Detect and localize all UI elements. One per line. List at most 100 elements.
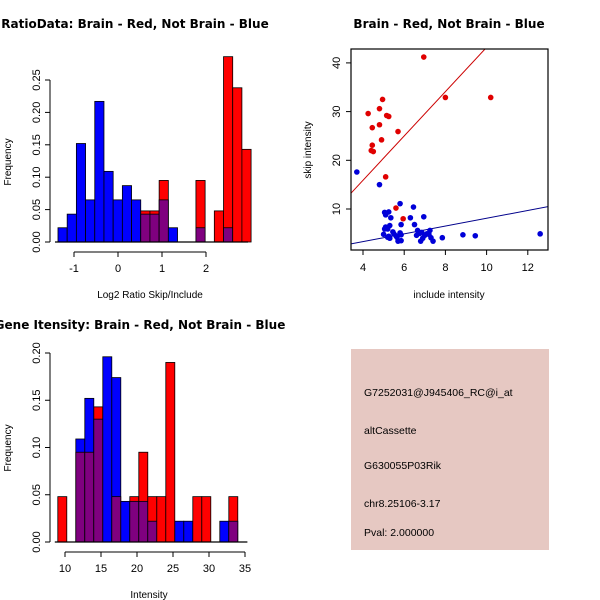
brain-point: [487, 94, 494, 101]
not-brain-point: [397, 200, 403, 207]
brain-point: [379, 96, 386, 103]
not-brain-point: [416, 230, 423, 237]
not-brain-point: [380, 231, 387, 238]
ratio-hist-bar-overlap: [195, 227, 206, 243]
not-brain-point: [384, 226, 391, 232]
ratio-histogram-ylabel: Frequency: [3, 138, 14, 185]
intensity-hist-bar-red: [156, 496, 167, 543]
ratio-hist-y-tick-label: 0.15: [31, 134, 43, 155]
ratio-hist-bar-red: [241, 148, 252, 243]
probe-id-text: G7252031@J945406_RC@i_at: [364, 387, 513, 399]
ratio-histogram-bars: [57, 56, 252, 243]
scatter-y-tick-label: 20: [331, 154, 343, 166]
ratio-hist-bar-blue: [94, 100, 105, 243]
intensity-hist-y-tick-label: 0.00: [31, 531, 43, 552]
brain-fit-line: [351, 49, 486, 194]
intensity-hist-bar-blue: [102, 356, 113, 543]
intensity-histogram-ylabel: Frequency: [3, 424, 14, 471]
intensity-hist-bar-blue: [120, 500, 131, 543]
scatter-x-tick-label: 12: [522, 262, 534, 274]
not-brain-point: [407, 214, 414, 221]
not-brain-point: [398, 221, 404, 228]
intensity-hist-bar-overlap: [111, 496, 122, 543]
intensity-hist-x-tick-label: 15: [95, 563, 107, 575]
not-brain-point: [398, 237, 404, 244]
brain-point: [369, 124, 376, 131]
not-brain-point: [460, 232, 466, 238]
scatter-y-tick-label: 40: [331, 57, 343, 69]
not-brain-point: [420, 213, 427, 220]
pval-text: Pval: 2.000000: [364, 527, 434, 539]
brain-point: [370, 148, 377, 155]
intensity-hist-x-tick-label: 10: [59, 563, 71, 575]
brain-point: [385, 113, 392, 120]
ratio-hist-bar-red: [223, 56, 234, 243]
intensity-hist-bar-overlap: [129, 500, 140, 543]
intensity-histogram-bars: [57, 356, 239, 543]
ratio-histogram-axes: 0.00 0.05 0.10 0.15 0.20 0.25 -1 0 1 2: [31, 69, 248, 275]
not-brain-point: [398, 232, 404, 238]
ratio-hist-bar-overlap: [158, 199, 169, 243]
intensity-hist-x-tick-label: 20: [131, 563, 143, 575]
ratio-histogram-panel: RatioData: Brain - Red, Not Brain - Blue…: [1, 17, 268, 301]
ratio-hist-bar-blue: [112, 199, 123, 243]
intensity-hist-bar-overlap: [147, 520, 158, 543]
intensity-hist-y-tick-label: 0.20: [31, 342, 43, 363]
not-brain-point: [385, 233, 392, 240]
ratio-hist-x-tick-label: 2: [203, 263, 209, 275]
ratio-hist-bar-overlap: [149, 213, 160, 243]
brain-point: [378, 137, 385, 143]
ratio-hist-y-tick-label: 0.25: [31, 69, 43, 90]
ratio-hist-y-tick-label: 0.10: [31, 166, 43, 187]
gene-name-text: G630055P03Rik: [364, 460, 442, 472]
intensity-hist-y-tick-label: 0.15: [31, 390, 43, 411]
brain-point: [400, 215, 406, 222]
not-brain-point: [537, 231, 543, 237]
intensity-hist-bar-blue: [219, 520, 230, 543]
location-text: chr8.25106-3.17: [364, 498, 441, 510]
info-panel: G7252031@J945406_RC@i_at altCassette G63…: [351, 349, 549, 550]
ratio-hist-bar-overlap: [140, 213, 151, 243]
intensity-histogram-axes: 0.00 0.05 0.10 0.15 0.20 10 15 20 25 30 35: [31, 342, 251, 575]
not-brain-point: [439, 234, 446, 241]
ratio-hist-y-tick-label: 0.20: [31, 102, 43, 123]
ratio-hist-bar-blue: [121, 185, 132, 243]
ratio-hist-x-tick-label: -1: [69, 263, 79, 275]
brain-point: [376, 105, 383, 112]
intensity-hist-bar-red: [57, 496, 68, 543]
intensity-hist-bar-blue: [174, 520, 185, 543]
intensity-hist-bar-overlap: [84, 451, 95, 543]
event-type-text: altCassette: [364, 425, 417, 437]
scatter-x-tick-label: 10: [480, 262, 492, 274]
brain-point: [382, 174, 389, 180]
not-brain-point: [410, 204, 417, 210]
ratio-hist-bar-blue: [57, 227, 68, 243]
intensity-hist-x-tick-label: 35: [239, 563, 251, 575]
scatter-x-tick-label: 8: [442, 262, 448, 274]
not-brain-point: [472, 232, 479, 239]
ratio-hist-bar-red: [232, 87, 243, 243]
not-brain-point: [376, 181, 383, 188]
intensity-hist-bar-overlap: [93, 418, 104, 543]
scatter-x-tick-label: 6: [401, 262, 407, 274]
intensity-hist-bar-overlap: [75, 451, 86, 543]
intensity-hist-x-tick-label: 30: [203, 563, 215, 575]
scatter-data-layer: [351, 49, 548, 245]
intensity-hist-bar-overlap: [228, 520, 239, 543]
brain-point: [369, 142, 376, 149]
ratio-hist-bar-blue: [75, 143, 86, 243]
ratio-hist-bar-red: [213, 210, 224, 243]
intensity-hist-bar-red: [192, 496, 203, 543]
intensity-hist-bar-red: [165, 362, 176, 543]
scatter-y-tick-label: 30: [331, 105, 343, 117]
intensity-hist-y-tick-label: 0.05: [31, 484, 43, 505]
ratio-hist-x-tick-label: 0: [115, 263, 121, 275]
intensity-histogram-title: Gene Itensity: Brain - Red, Not Brain - …: [0, 318, 285, 332]
brain-point: [365, 110, 371, 117]
ratio-histogram-title: RatioData: Brain - Red, Not Brain - Blue: [1, 17, 268, 31]
not-brain-point: [411, 221, 418, 228]
intensity-hist-bar-red: [201, 496, 212, 543]
ratio-hist-bar-blue: [85, 199, 96, 243]
ratio-hist-x-tick-label: 1: [159, 263, 165, 275]
brain-point: [393, 205, 399, 211]
